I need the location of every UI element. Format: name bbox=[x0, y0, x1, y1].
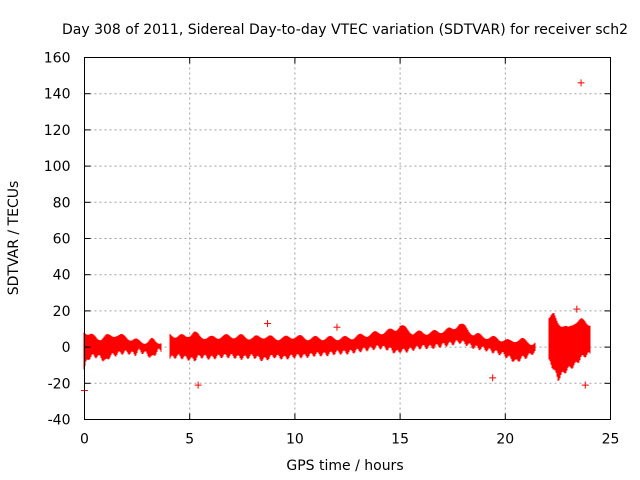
data-segment bbox=[83, 332, 162, 370]
x-tick-label: 10 bbox=[286, 432, 304, 448]
y-axis-label: SDTVAR / TECUs bbox=[6, 181, 22, 296]
data-point bbox=[194, 381, 202, 389]
y-tick-label: -40 bbox=[48, 413, 71, 429]
axis-layer: -40 -20 0 20 40 60 80 100 120 140 160 0 5 10 15 20 25 bbox=[44, 51, 620, 448]
data-point bbox=[573, 305, 581, 313]
data-point bbox=[577, 79, 585, 87]
label-layer: Day 308 of 2011, Sidereal Day-to-day VTE… bbox=[6, 22, 628, 474]
y-tick-label: 140 bbox=[44, 87, 71, 103]
x-tick-label: 25 bbox=[602, 432, 620, 448]
x-tick-label: 5 bbox=[185, 432, 194, 448]
x-tick-label: 0 bbox=[80, 432, 89, 448]
data-point bbox=[264, 320, 272, 328]
data-segment bbox=[169, 323, 536, 363]
data-point bbox=[581, 381, 589, 389]
data-point bbox=[489, 374, 497, 382]
y-tick-label: 100 bbox=[44, 159, 71, 175]
y-tick-label: 80 bbox=[53, 195, 71, 211]
x-axis-label: GPS time / hours bbox=[286, 458, 403, 474]
plot-frame bbox=[84, 57, 611, 420]
chart-title: Day 308 of 2011, Sidereal Day-to-day VTE… bbox=[62, 22, 628, 38]
y-tick-label: 60 bbox=[53, 232, 71, 248]
y-tick-label: -20 bbox=[48, 376, 71, 392]
grid-layer bbox=[84, 57, 611, 420]
x-tick-label: 15 bbox=[391, 432, 409, 448]
data-layer bbox=[81, 79, 591, 395]
y-tick-label: 160 bbox=[44, 51, 71, 67]
data-point bbox=[333, 323, 341, 331]
y-tick-label: 20 bbox=[53, 304, 71, 320]
x-tick-label: 20 bbox=[496, 432, 514, 448]
y-tick-label: 0 bbox=[62, 340, 71, 356]
data-segment bbox=[548, 312, 591, 381]
y-tick-label: 40 bbox=[53, 268, 71, 284]
y-tick-label: 120 bbox=[44, 123, 71, 139]
